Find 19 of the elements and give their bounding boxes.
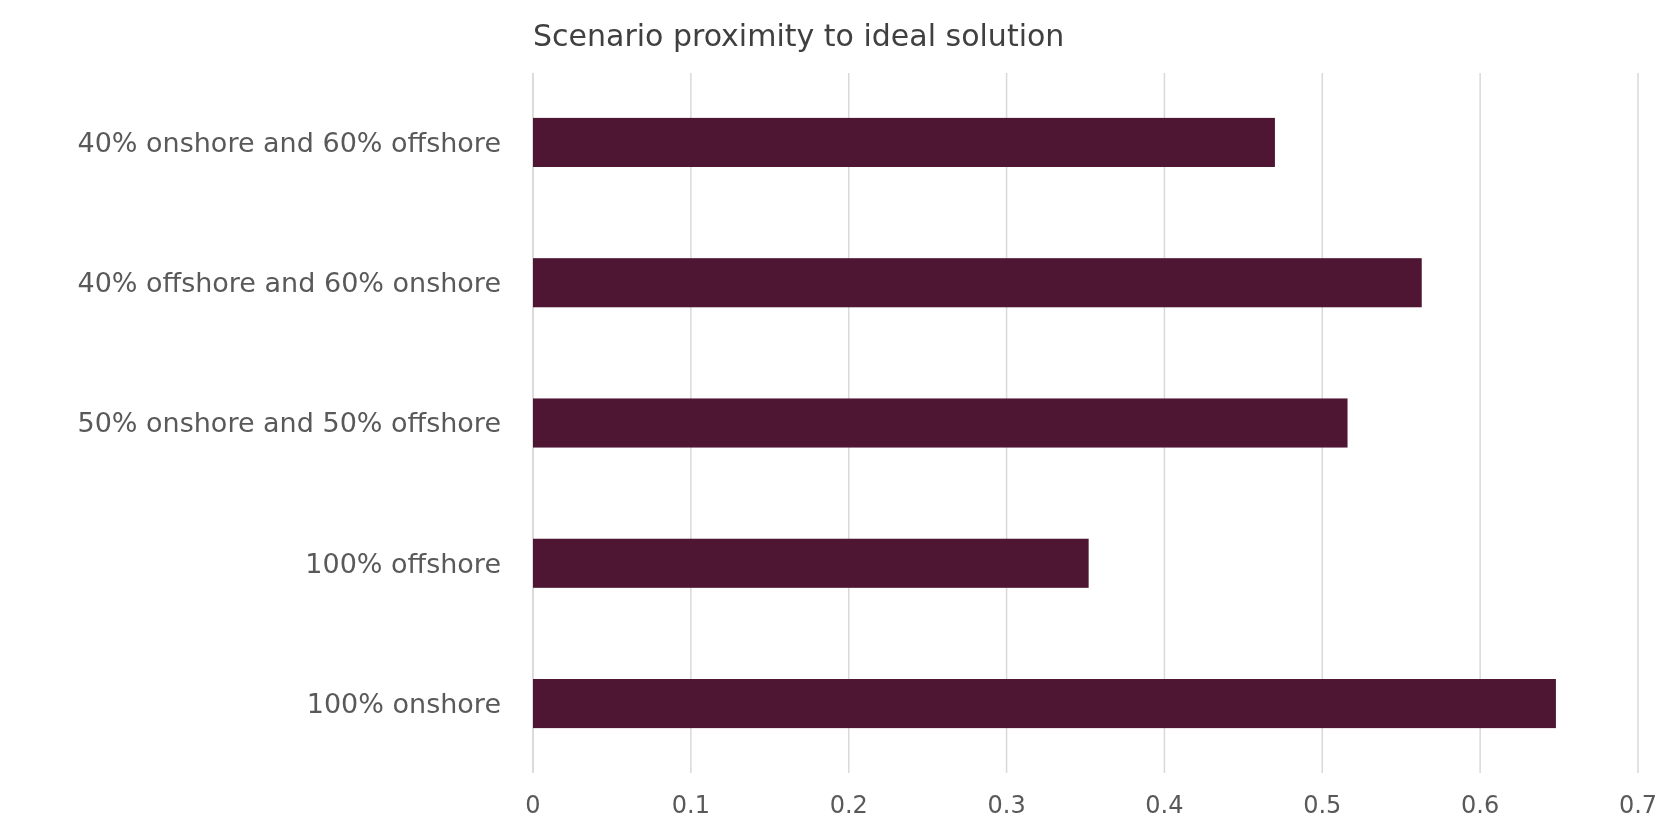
x-tick-label: 0.3 — [987, 791, 1026, 819]
x-tick-label: 0.4 — [1145, 791, 1184, 819]
bar — [533, 398, 1348, 448]
x-tick-label: 0.6 — [1461, 791, 1500, 819]
y-tick-label: 100% offshore — [305, 547, 501, 579]
x-tick-label: 0.7 — [1618, 791, 1658, 819]
bar — [533, 679, 1556, 729]
chart-title: Scenario proximity to ideal solution — [533, 18, 1065, 53]
y-tick-label: 40% offshore and 60% onshore — [77, 267, 501, 299]
y-tick-label: 50% onshore and 50% offshore — [77, 407, 501, 439]
x-tick-label: 0 — [525, 791, 541, 819]
x-tick-label: 0.5 — [1303, 791, 1342, 819]
x-tick-label: 0.2 — [829, 791, 868, 819]
y-tick-label: 40% onshore and 60% offshore — [77, 126, 501, 158]
bar — [533, 258, 1422, 308]
y-tick-label: 100% onshore — [306, 688, 501, 720]
bar — [533, 117, 1275, 167]
bar — [533, 538, 1089, 588]
x-tick-label: 0.1 — [671, 791, 710, 819]
